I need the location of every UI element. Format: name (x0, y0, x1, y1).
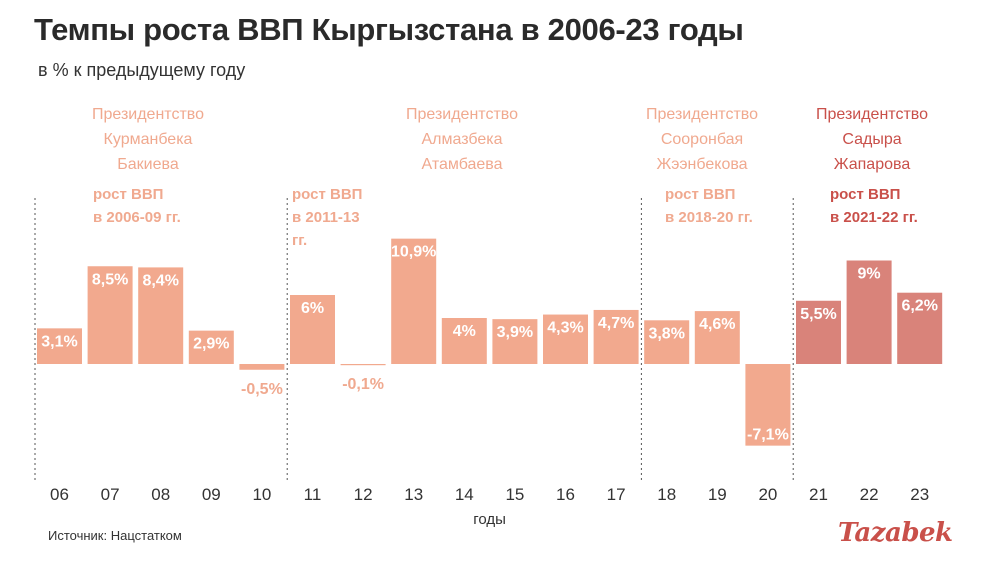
annotation-growth-line: в 2011-13 (292, 209, 360, 226)
data-label: 3,1% (41, 333, 77, 350)
data-label: 4,7% (598, 315, 634, 332)
data-label: 8,4% (142, 272, 178, 289)
data-label: 6% (301, 300, 324, 317)
x-tick-label: 13 (404, 485, 423, 504)
annotation-presidency-line: Сооронбая (661, 131, 743, 148)
annotation-growth-line: рост ВВП (93, 186, 163, 203)
x-tick-label: 21 (809, 485, 828, 504)
data-label: -0,1% (342, 376, 384, 393)
bar (694, 311, 740, 364)
annotation-growth-line: в 2018-20 гг. (665, 209, 753, 226)
x-tick-label: 20 (758, 485, 777, 504)
bar (391, 238, 437, 364)
bar (138, 267, 184, 364)
tazabek-logo: Tazabek (838, 518, 953, 548)
bar (796, 300, 841, 364)
bar (593, 309, 639, 364)
data-label: 5,5% (800, 306, 836, 323)
data-label: 4,3% (547, 320, 583, 337)
data-label: 8,5% (92, 271, 128, 288)
bar (290, 295, 335, 364)
annotation-presidency-line: Президентство (92, 106, 204, 123)
bar (492, 319, 538, 364)
data-label: 4,6% (699, 316, 735, 333)
annotation-presidency-line: Президентство (646, 106, 758, 123)
x-tick-label: 23 (910, 485, 929, 504)
bar (37, 328, 82, 364)
data-label: 9% (858, 266, 881, 283)
bar (543, 314, 588, 364)
x-tick-label: 11 (304, 485, 322, 504)
bar (897, 292, 943, 364)
bar (644, 320, 690, 364)
x-tick-label: 14 (455, 485, 474, 504)
data-label: -0,5% (241, 381, 283, 398)
bar (87, 266, 133, 364)
annotation-growth-line: рост ВВП (665, 186, 735, 203)
bar (745, 364, 791, 446)
source-note: Источник: Нацстатком (48, 528, 182, 543)
bar (239, 364, 285, 370)
data-label: 10,9% (391, 244, 436, 261)
x-tick-label: 22 (860, 485, 879, 504)
data-label: 3,9% (497, 324, 533, 341)
bar (846, 260, 892, 364)
x-tick-label: 08 (151, 485, 170, 504)
annotation-presidency-line: Бакиева (117, 156, 179, 173)
annotation-presidency-line: Президентство (816, 106, 928, 123)
x-tick-label: 09 (202, 485, 221, 504)
annotation-presidency-line: Алмазбека (421, 131, 502, 148)
annotation-presidency-line: Атамбаева (422, 156, 503, 173)
annotation-presidency-line: Жапарова (834, 156, 911, 173)
x-tick-label: 07 (101, 485, 120, 504)
x-axis-label: годы (473, 511, 506, 528)
x-tick-label: 17 (607, 485, 626, 504)
data-label: 6,2% (901, 298, 937, 315)
bar (188, 330, 234, 364)
data-label: -7,1% (747, 427, 789, 444)
x-tick-label: 06 (50, 485, 69, 504)
annotation-presidency-line: Президентство (406, 106, 518, 123)
x-tick-label: 16 (556, 485, 575, 504)
annotation-growth-line: рост ВВП (292, 186, 362, 203)
bar (340, 364, 386, 366)
chart-title: Темпы роста ВВП Кыргызстана в 2006-23 го… (34, 12, 744, 47)
annotation-growth-line: гг. (292, 232, 307, 249)
annotation-growth-line: в 2006-09 гг. (93, 209, 181, 226)
data-label: 2,9% (193, 336, 229, 353)
bar (441, 318, 487, 364)
annotation-growth-line: рост ВВП (830, 186, 900, 203)
x-tick-label: 12 (354, 485, 373, 504)
x-tick-label: 18 (657, 485, 676, 504)
data-label: 3,8% (648, 325, 684, 342)
annotation-presidency-line: Садыра (842, 131, 901, 148)
x-tick-label: 10 (252, 485, 271, 504)
chart-subtitle: в % к предыдущему году (38, 60, 246, 80)
annotation-growth-line: в 2021-22 гг. (830, 209, 918, 226)
x-tick-label: 19 (708, 485, 727, 504)
x-tick-label: 15 (505, 485, 524, 504)
annotation-presidency-line: Жээнбекова (656, 156, 747, 173)
data-label: 4% (453, 323, 476, 340)
annotation-presidency-line: Курманбека (104, 131, 193, 148)
